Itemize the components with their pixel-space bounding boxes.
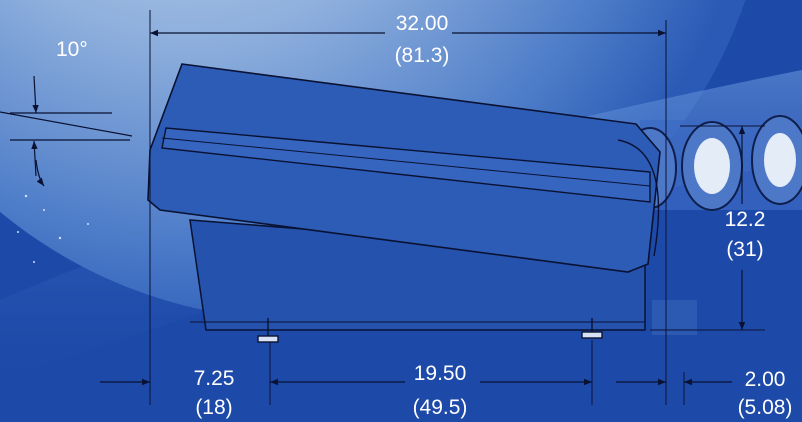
- right-offset-mm: (5.08): [738, 396, 793, 419]
- foot-left: [257, 318, 279, 343]
- left-offset-mm: (18): [195, 396, 232, 419]
- housing-seam: [161, 127, 651, 203]
- angle-dim-value: 10°: [56, 38, 88, 61]
- foot-right: [581, 318, 603, 339]
- extension-lines: [149, 10, 765, 405]
- width-dim-inch: 32.00: [396, 12, 449, 35]
- spacing-dim-mm: (49.5): [413, 396, 468, 419]
- porthole-panel: [623, 115, 802, 335]
- right-offset-inch: 2.00: [745, 368, 786, 391]
- spacing-dim-inch: 19.50: [414, 362, 467, 385]
- angle-dim: [0, 75, 133, 187]
- width-dim-mm: (81.3): [395, 44, 450, 67]
- height-dim-inch: 12.2: [725, 208, 766, 231]
- stars: [17, 194, 89, 263]
- height-dim-mm: (31): [726, 238, 763, 261]
- left-offset-inch: 7.25: [194, 367, 235, 390]
